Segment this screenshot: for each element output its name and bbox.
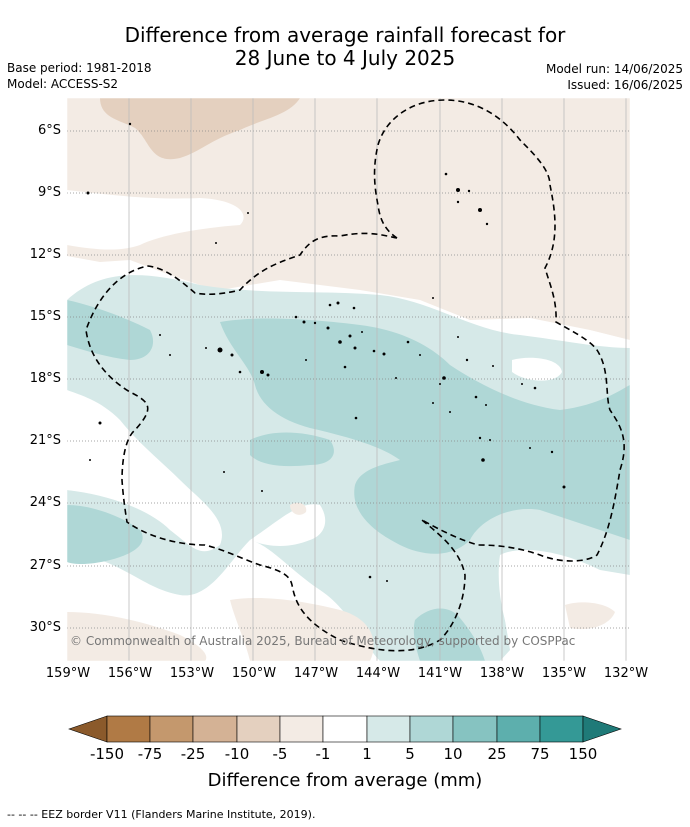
colorbar (68, 715, 622, 743)
colorbar-tick-label: -25 (180, 745, 206, 763)
region-neutral-north (67, 190, 244, 250)
colorbar-title: Difference from average (mm) (207, 770, 483, 791)
issued-date: Issued: 16/06/2025 (567, 78, 683, 92)
colorbar-tick-label: 1 (362, 745, 372, 763)
colorbar-tick-label: -10 (224, 745, 250, 763)
lat-label: 18°S (29, 371, 61, 386)
colorbar-bin (496, 715, 541, 743)
lat-label: 12°S (29, 247, 61, 262)
colorbar-tick-label: 25 (487, 745, 507, 763)
region-dry-south (230, 598, 374, 661)
colorbar-tick-label: 75 (530, 745, 550, 763)
colorbar-tick-label: -75 (137, 745, 163, 763)
colorbar-bin (409, 715, 454, 743)
model-name: Model: ACCESS-S2 (7, 77, 119, 91)
eez-border (85, 99, 625, 652)
colorbar-tick-label: 5 (405, 745, 415, 763)
title-line-2: 28 June to 4 July 2025 (234, 46, 456, 70)
region-neutral-south (250, 504, 326, 546)
lon-label: 147°W (293, 666, 339, 681)
lon-label: 153°W (169, 666, 215, 681)
colorbar-bin (322, 715, 368, 743)
islands (86, 122, 566, 582)
rainfall-map (67, 98, 630, 661)
colorbar-tick-label: -5 (272, 745, 288, 763)
region-wet-mid-south (413, 608, 485, 661)
lat-label: 27°S (29, 558, 61, 573)
colorbar-tick-label: 10 (443, 745, 463, 763)
region-wet-mid-west (67, 300, 154, 360)
gridlines (67, 98, 630, 661)
region-dry-southwest (67, 612, 207, 661)
lat-label: 24°S (29, 495, 61, 510)
region-dry-mid (100, 98, 300, 160)
colorbar-tick-label: 150 (568, 745, 598, 763)
lon-label: 141°W (417, 666, 463, 681)
lat-label: 15°S (29, 309, 61, 324)
lon-label: 144°W (355, 666, 401, 681)
colorbar-bin (192, 715, 238, 743)
region-wet-mid-southwest (67, 505, 143, 565)
lon-label: 156°W (107, 666, 153, 681)
colorbar-bin (149, 715, 194, 743)
lon-label: 138°W (479, 666, 525, 681)
meta-left: Base period: 1981-2018 Model: ACCESS-S2 (7, 60, 152, 92)
lat-label: 21°S (29, 433, 61, 448)
colorbar-tick-label: -1 (315, 745, 331, 763)
lat-label: 6°S (37, 123, 61, 138)
colorbar-bin (452, 715, 498, 743)
region-dry-southeast (565, 602, 615, 630)
region-wet-mid-small (250, 432, 334, 467)
meta-right: Model run: 14/06/2025 Issued: 16/06/2025 (546, 61, 683, 93)
model-run: Model run: 14/06/2025 (545, 62, 683, 76)
title-line-1: Difference from average rainfall forecas… (124, 23, 566, 47)
lon-label: 150°W (231, 666, 277, 681)
colorbar-extend-low (68, 715, 108, 743)
region-wet-light (67, 275, 630, 661)
colorbar-bin (236, 715, 281, 743)
copyright-notice: © Commonwealth of Australia 2025, Bureau… (70, 634, 576, 648)
colorbar-bin (279, 715, 324, 743)
lat-label: 30°S (29, 620, 61, 635)
colorbar-bin (539, 715, 584, 743)
region-dry-small (290, 502, 307, 515)
lon-label: 159°W (45, 666, 91, 681)
colorbar-bin (366, 715, 411, 743)
region-wet-mid-central (220, 318, 630, 554)
colorbar-bin (106, 715, 151, 743)
lon-label: 135°W (541, 666, 587, 681)
colorbar-tick-label: -150 (89, 745, 125, 763)
lon-label: 132°W (603, 666, 649, 681)
colorbar-extend-high (582, 715, 622, 743)
region-dry-light (67, 98, 630, 340)
eez-legend-note: -- -- -- EEZ border V11 (Flanders Marine… (7, 808, 316, 821)
lat-label: 9°S (37, 185, 61, 200)
region-neutral-west (67, 402, 193, 516)
region-neutral-east (512, 357, 562, 381)
base-period: Base period: 1981-2018 (7, 61, 152, 75)
